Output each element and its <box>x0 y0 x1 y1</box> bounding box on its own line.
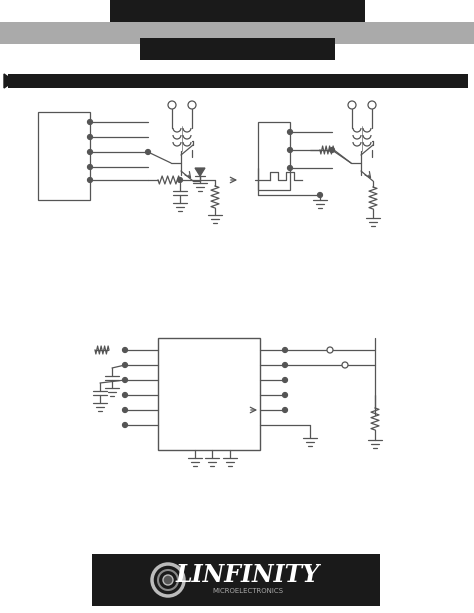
Circle shape <box>318 192 322 197</box>
Circle shape <box>342 362 348 368</box>
Circle shape <box>122 348 128 352</box>
Bar <box>8 74 468 88</box>
Circle shape <box>122 408 128 413</box>
Bar <box>0 22 474 44</box>
Circle shape <box>283 362 288 368</box>
Circle shape <box>368 101 376 109</box>
Circle shape <box>288 148 292 153</box>
Circle shape <box>122 378 128 383</box>
Circle shape <box>122 362 128 368</box>
Circle shape <box>283 392 288 397</box>
Circle shape <box>288 166 292 170</box>
Circle shape <box>122 392 128 397</box>
Bar <box>38 112 90 200</box>
Polygon shape <box>4 74 14 88</box>
Circle shape <box>88 164 92 170</box>
Bar <box>140 38 335 60</box>
Circle shape <box>88 178 92 183</box>
Polygon shape <box>195 168 205 176</box>
Bar <box>158 338 260 450</box>
Circle shape <box>283 408 288 413</box>
Circle shape <box>122 422 128 427</box>
Circle shape <box>146 150 151 154</box>
Circle shape <box>163 575 173 585</box>
Circle shape <box>348 101 356 109</box>
Circle shape <box>329 148 335 153</box>
Circle shape <box>283 348 288 352</box>
Circle shape <box>327 347 333 353</box>
Text: MICROELECTRONICS: MICROELECTRONICS <box>212 588 283 594</box>
Bar <box>92 554 380 606</box>
Bar <box>110 0 365 28</box>
Bar <box>258 122 290 190</box>
Circle shape <box>88 120 92 124</box>
Circle shape <box>283 378 288 383</box>
Circle shape <box>88 150 92 154</box>
Text: LINFINITY: LINFINITY <box>176 563 320 587</box>
Circle shape <box>288 129 292 134</box>
Circle shape <box>168 101 176 109</box>
Circle shape <box>158 570 178 590</box>
Circle shape <box>88 134 92 140</box>
Circle shape <box>188 101 196 109</box>
Circle shape <box>177 178 182 183</box>
